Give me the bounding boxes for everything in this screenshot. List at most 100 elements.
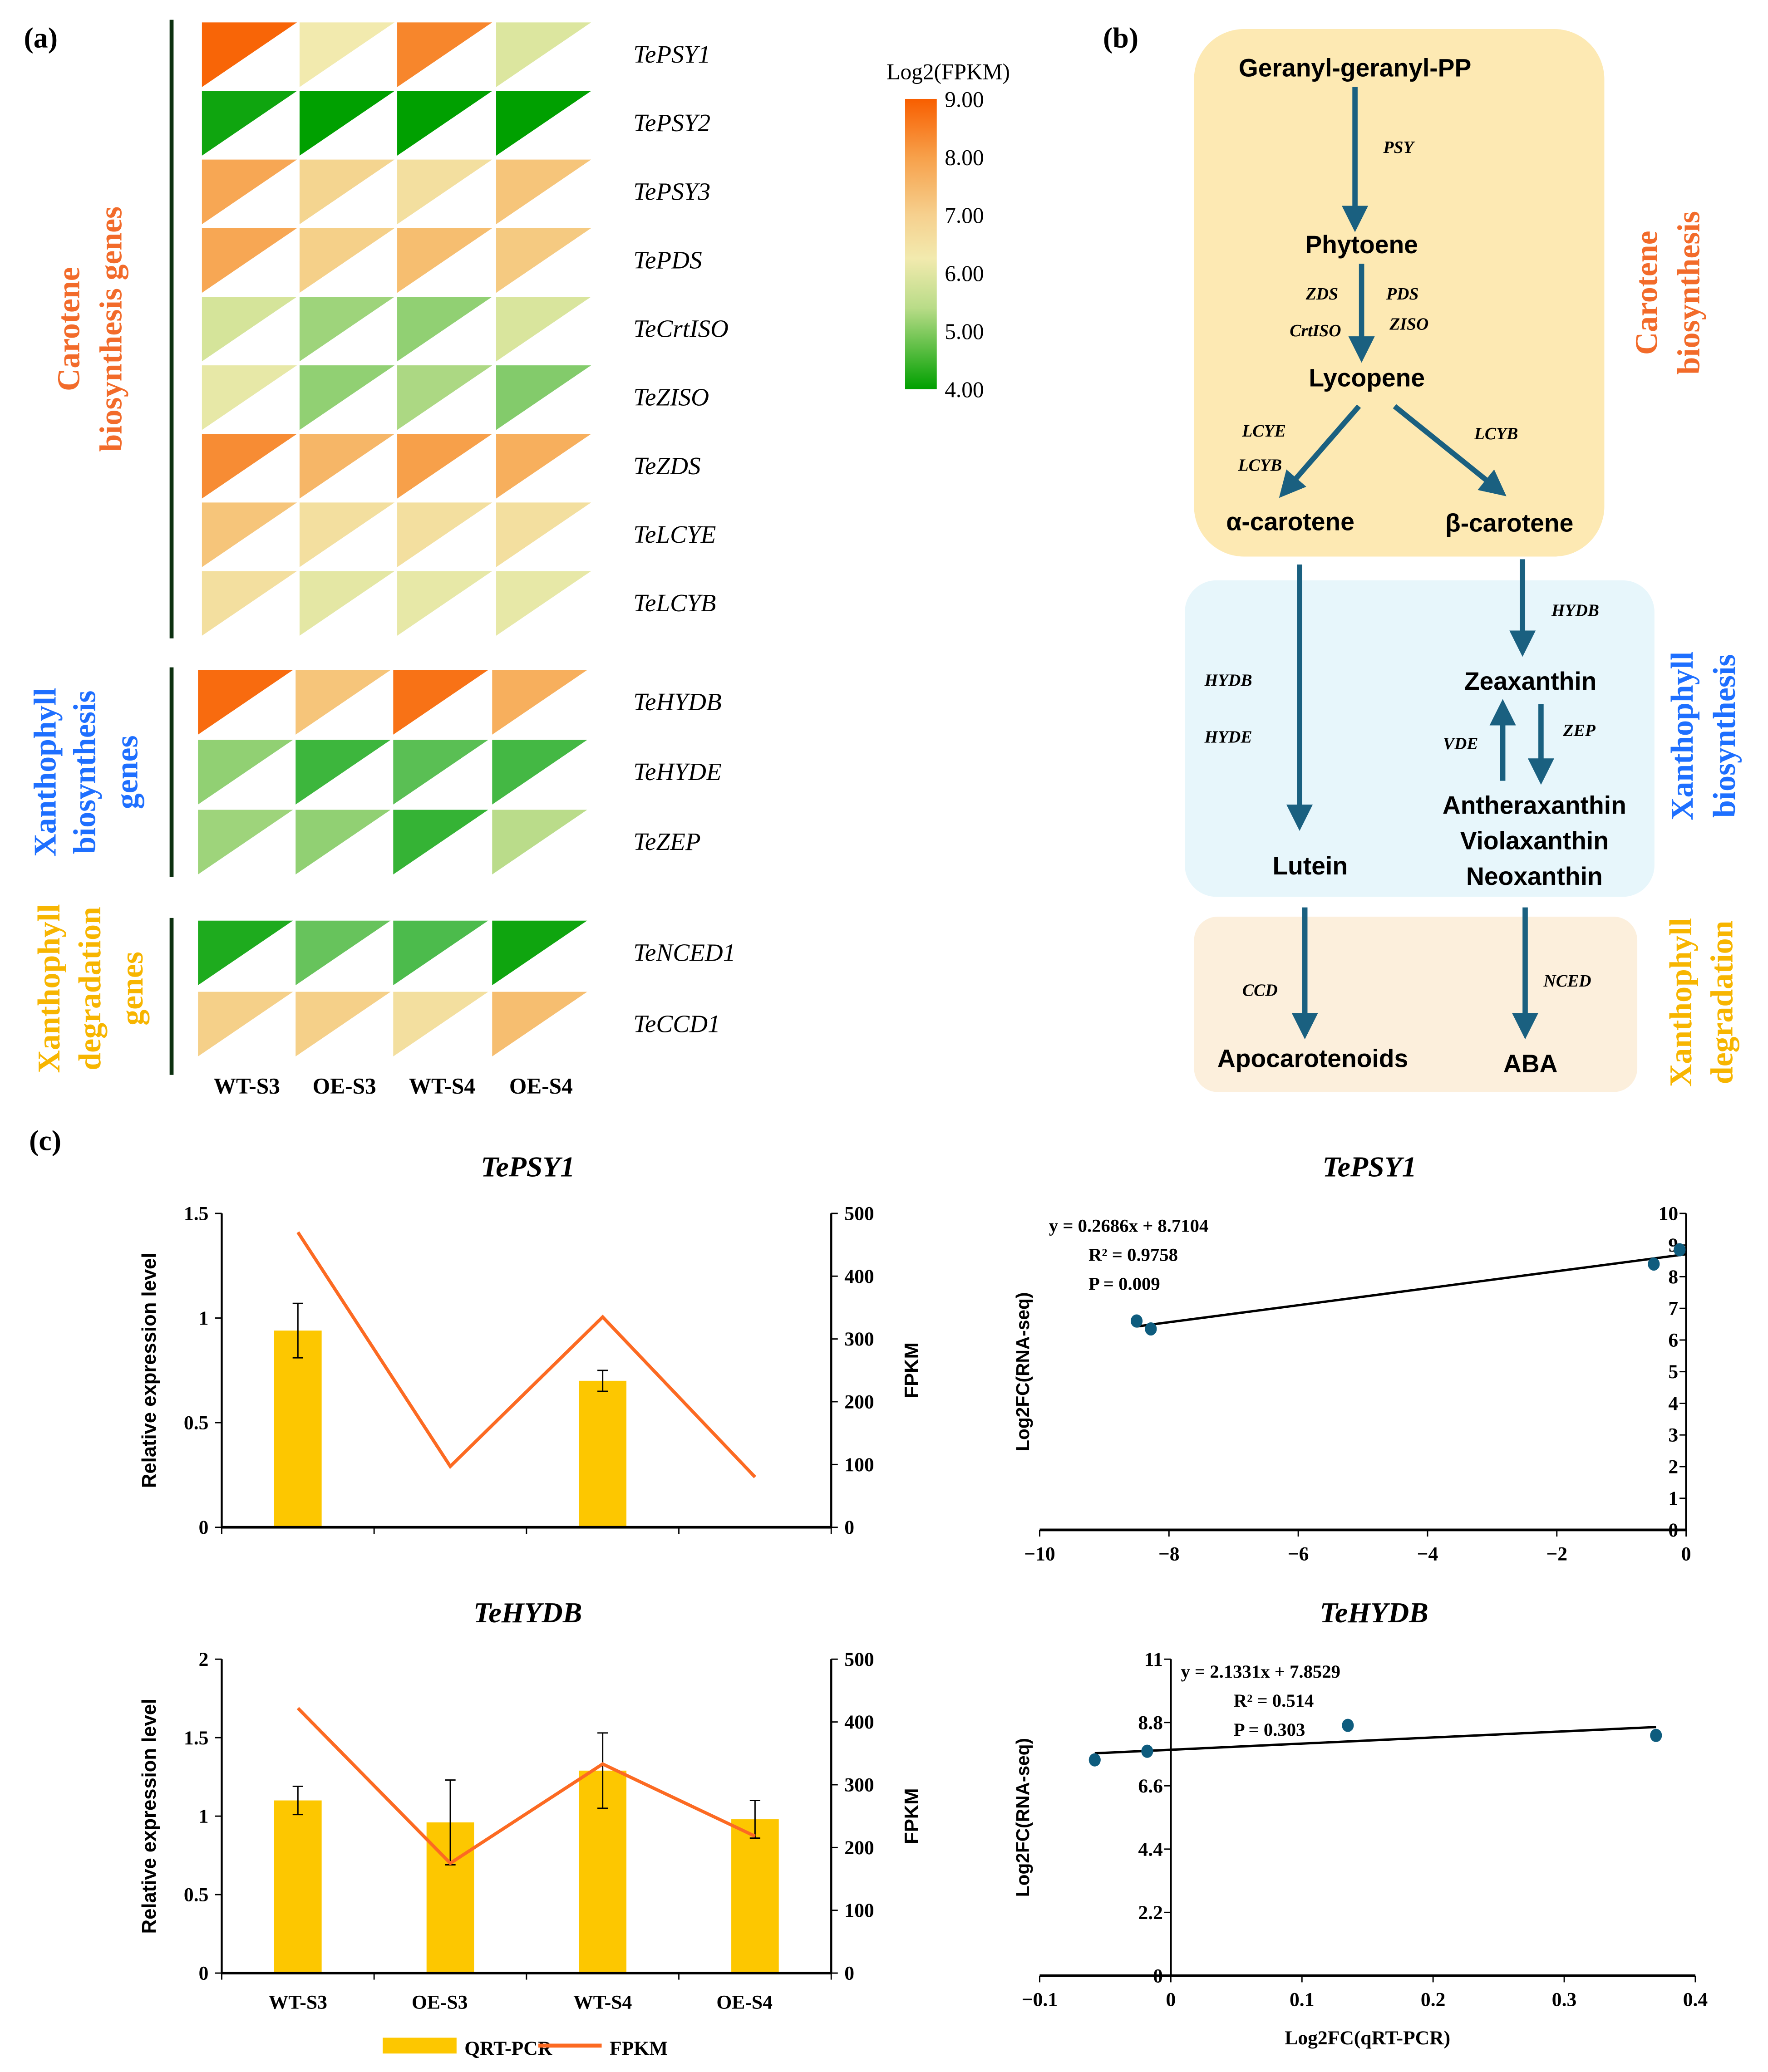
heatmap-cell [397, 228, 492, 293]
heatmap-row: TeZISO [202, 365, 709, 430]
heatmap-cell [397, 571, 492, 636]
bar [274, 1331, 322, 1527]
x-tick-label: 0.3 [1552, 1989, 1576, 2011]
bar-line-chart: TePSY1 0 0.5 1 1.5 0 100 200 300 400 500 Relative e… [138, 1151, 923, 1539]
heatmap-cell [397, 91, 492, 156]
node-lycopene: Lycopene [1309, 364, 1425, 392]
carotene-section [1194, 29, 1605, 557]
panel-label-a: (a) [24, 22, 58, 54]
node-lutein: Lutein [1272, 852, 1348, 880]
legend-swatch-qrt-pcr [383, 2038, 457, 2054]
data-point [1141, 1744, 1153, 1758]
bar [274, 1800, 322, 1974]
y-axis-label: Relative expression level [138, 1253, 160, 1488]
y-tick-label: 0 [199, 1963, 209, 1984]
heatmap-row: TeHYDE [198, 740, 722, 805]
gene-label: TeNCED1 [633, 938, 735, 966]
heatmap-cell [397, 159, 492, 225]
enzyme-ccd: CCD [1242, 981, 1278, 1000]
enzyme-nced: NCED [1543, 972, 1591, 991]
scatter-chart: TeHYDB −0.1 0 0.1 0.2 0.3 0.4 0 2.2 4.4 6.6 8.8 11 Lo… [1012, 1596, 1708, 2049]
x-tick-label: −10 [1024, 1543, 1055, 1565]
heatmap-cell [295, 992, 391, 1057]
group-label: genes [115, 952, 150, 1026]
y-tick-label: 0 [199, 1517, 209, 1538]
column-label: OE-S4 [509, 1073, 573, 1098]
bar-line-chart: TeHYDB 0 0.5 1 1.5 2 0 100 200 300 400 500 Relative … [138, 1596, 923, 2059]
x-tick-label: 0 [1681, 1543, 1691, 1565]
data-point [1131, 1314, 1143, 1328]
y-tick-label: 2 [199, 1649, 209, 1670]
gene-label: TePSY3 [633, 177, 710, 205]
y-tick-label: 2.2 [1138, 1902, 1162, 1924]
heatmap-cell [492, 992, 587, 1057]
group-label: genes [109, 735, 144, 809]
enzyme-zds: ZDS [1305, 285, 1338, 304]
heatmap-row: TeLCYB [202, 571, 716, 636]
y-tick-label: 6.6 [1138, 1775, 1162, 1797]
regression-equation: y = 2.1331x + 7.8529 [1181, 1661, 1340, 1682]
legend-tick: 5.00 [945, 319, 984, 344]
enzyme-hydb: HYDB [1551, 601, 1599, 620]
y2-tick-label: 0 [844, 1517, 854, 1538]
y2-tick-label: 400 [844, 1266, 874, 1287]
heatmap-cell [397, 502, 492, 567]
heatmap-cell [299, 228, 395, 293]
r-squared: R² = 0.514 [1234, 1690, 1314, 1711]
y2-tick-label: 400 [844, 1711, 874, 1733]
legend: QRT-PCR FPKM [383, 2038, 668, 2059]
pathway-arrows [1279, 87, 1554, 1040]
heatmap-cell [397, 22, 492, 87]
y2-tick-label: 300 [844, 1774, 874, 1796]
heatmap-color-legend: Log2(FPKM) 9.00 8.00 7.00 6.00 5.00 4.00 [886, 59, 1010, 402]
y-tick-label: 7 [1668, 1298, 1678, 1320]
gene-label: TeLCYE [633, 520, 716, 548]
legend-label: QRT-PCR [464, 2038, 552, 2059]
arrow [1279, 404, 1361, 498]
section-label: Carotene [1630, 231, 1665, 355]
heatmap-cell [299, 571, 395, 636]
heatmap-cell [202, 434, 297, 499]
y-tick-label: 0 [1668, 1519, 1678, 1541]
y-tick-label: 8 [1668, 1266, 1678, 1288]
y-tick-label: 1.5 [184, 1727, 208, 1749]
heatmap-cell [496, 434, 591, 499]
enzyme-crtiso: CrtISO [1290, 321, 1341, 340]
data-point [1342, 1718, 1354, 1732]
heatmap-cell [492, 920, 587, 986]
heatmap-row: TeZEP [198, 810, 701, 874]
section-label: biosynthesis [1707, 654, 1742, 818]
y2-axis-label: FPKM [901, 1342, 923, 1398]
heatmap-cell [198, 740, 293, 805]
gene-group: TePSY1 TePSY2 TePSY3 TePDS TeCrtISO TeZISO TeZ… [52, 20, 729, 638]
gene-label: TePSY1 [633, 40, 710, 68]
group-label: degradation [73, 907, 108, 1070]
gene-label: TeZDS [633, 452, 700, 480]
heatmap-cell [492, 810, 587, 874]
heatmap-cell [299, 296, 395, 362]
node-antheraxanthin: Antheraxanthin [1443, 791, 1626, 819]
legend-tick: 6.00 [945, 261, 984, 286]
heatmap: TePSY1 TePSY2 TePSY3 TePDS TeCrtISO TeZISO TeZ… [28, 20, 735, 1098]
y-tick-label: 1.5 [184, 1203, 208, 1224]
node-alpha-carotene: α-carotene [1226, 507, 1354, 535]
heatmap-cell [299, 91, 395, 156]
section-label: Xanthophyll [1665, 652, 1700, 820]
heatmap-cell [295, 920, 391, 986]
bar [579, 1380, 627, 1527]
y2-tick-label: 100 [844, 1900, 874, 1921]
y-tick-label: 2 [1668, 1456, 1678, 1478]
heatmap-cell [198, 810, 293, 874]
legend-title: Log2(FPKM) [886, 59, 1010, 84]
heatmap-cell [299, 159, 395, 225]
heatmap-cell [393, 740, 488, 805]
data-point [1648, 1257, 1660, 1271]
arrow [1393, 404, 1507, 496]
x-tick-label: WT-S3 [269, 1991, 327, 2013]
group-label: biosynthesis genes [94, 206, 129, 452]
heatmap-cell [202, 228, 297, 293]
chart-title: TePSY1 [481, 1151, 575, 1183]
data-point [1088, 1753, 1101, 1767]
heatmap-row: TeCCD1 [198, 992, 720, 1057]
heatmap-cell [198, 992, 293, 1057]
